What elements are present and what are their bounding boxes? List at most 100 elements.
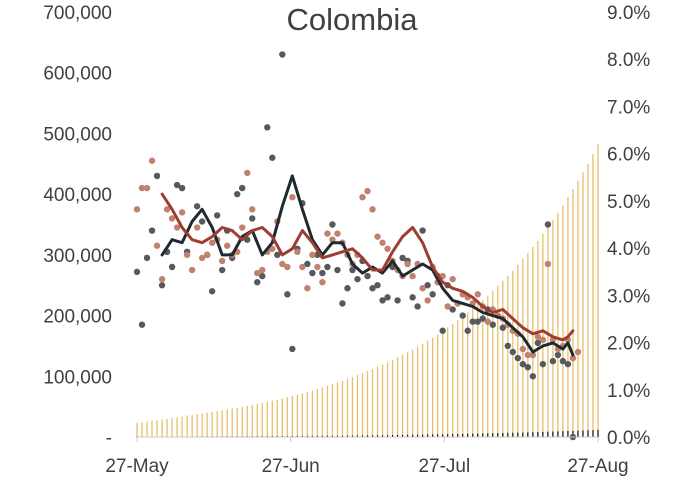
data-point bbox=[153, 172, 161, 180]
data-point bbox=[544, 260, 552, 268]
data-point bbox=[218, 266, 226, 274]
data-point bbox=[178, 184, 186, 192]
right-tick-label: 9.0% bbox=[607, 3, 650, 24]
data-point bbox=[264, 124, 271, 131]
data-point bbox=[364, 187, 371, 195]
data-point bbox=[549, 357, 557, 365]
left-axis-ticks: - 100,000 200,000 300,000 400,000 500,000 600,… bbox=[43, 3, 112, 449]
data-point bbox=[223, 242, 231, 249]
data-point bbox=[289, 193, 296, 201]
data-point bbox=[269, 245, 276, 252]
data-point bbox=[534, 333, 542, 341]
data-point bbox=[173, 224, 181, 231]
left-tick-label: 600,000 bbox=[43, 64, 112, 85]
x-tick-label: 27-Jun bbox=[262, 456, 320, 477]
data-point bbox=[208, 239, 216, 246]
data-point bbox=[374, 233, 381, 240]
data-point bbox=[203, 251, 211, 259]
data-point bbox=[274, 251, 281, 259]
data-point bbox=[339, 300, 346, 307]
data-point bbox=[419, 285, 426, 292]
data-point bbox=[314, 263, 321, 271]
data-point bbox=[133, 268, 141, 276]
data-point bbox=[193, 203, 201, 210]
x-tick-label: 27-Aug bbox=[567, 456, 628, 477]
data-point bbox=[198, 218, 206, 225]
data-point bbox=[489, 321, 496, 328]
x-axis-ticks: 27-May 27-Jun 27-Jul 27-Aug bbox=[105, 437, 629, 477]
data-point bbox=[309, 269, 316, 277]
data-point bbox=[424, 297, 431, 304]
data-point bbox=[524, 363, 532, 371]
data-point bbox=[349, 266, 356, 274]
data-point bbox=[334, 266, 341, 274]
data-point bbox=[539, 336, 547, 344]
data-point bbox=[514, 354, 522, 362]
data-point bbox=[319, 269, 326, 277]
data-point bbox=[534, 339, 542, 347]
data-point bbox=[173, 181, 181, 189]
data-point bbox=[574, 348, 582, 356]
data-point bbox=[163, 206, 171, 213]
data-point bbox=[239, 184, 246, 192]
data-point bbox=[384, 245, 391, 252]
data-point bbox=[213, 212, 221, 219]
data-point bbox=[178, 209, 186, 216]
x-tick-label: 27-May bbox=[105, 456, 169, 477]
right-tick-label: 8.0% bbox=[607, 50, 650, 71]
data-point bbox=[419, 227, 426, 234]
data-point bbox=[524, 351, 532, 359]
data-point bbox=[324, 230, 331, 237]
right-tick-label: 6.0% bbox=[607, 145, 650, 166]
data-point bbox=[539, 360, 547, 368]
data-point bbox=[133, 206, 141, 213]
left-tick-label: 200,000 bbox=[43, 307, 112, 328]
data-point bbox=[143, 184, 151, 192]
data-point bbox=[153, 242, 161, 249]
data-point bbox=[444, 303, 451, 310]
data-point bbox=[324, 263, 331, 271]
data-point bbox=[499, 324, 506, 331]
right-axis-ticks: 0.0% 1.0% 2.0% 3.0% 4.0% 5.0% 6.0% 7.0% 8.0% 9.0% bbox=[607, 3, 650, 449]
data-point bbox=[379, 297, 386, 304]
left-tick-label: 100,000 bbox=[43, 367, 112, 388]
data-point bbox=[449, 275, 456, 283]
data-point bbox=[474, 318, 481, 325]
data-point bbox=[379, 239, 386, 246]
data-point bbox=[409, 294, 416, 301]
data-point bbox=[364, 272, 371, 280]
data-point bbox=[319, 278, 326, 286]
data-point bbox=[193, 224, 201, 231]
right-tick-label: 4.0% bbox=[607, 239, 650, 260]
left-tick-label: 700,000 bbox=[43, 3, 112, 24]
data-point bbox=[249, 206, 256, 213]
data-point bbox=[249, 215, 256, 222]
data-point bbox=[254, 269, 261, 277]
data-point bbox=[304, 285, 311, 292]
data-point bbox=[354, 275, 361, 283]
data-point bbox=[369, 206, 376, 213]
data-point bbox=[569, 354, 577, 362]
data-point bbox=[208, 288, 216, 295]
right-tick-label: 3.0% bbox=[607, 286, 650, 307]
data-point bbox=[529, 351, 537, 359]
data-point bbox=[544, 221, 552, 228]
data-point bbox=[284, 291, 291, 298]
line-series bbox=[160, 174, 575, 357]
left-tick-label: 400,000 bbox=[43, 185, 112, 206]
data-point bbox=[474, 291, 481, 298]
data-point bbox=[309, 251, 316, 259]
data-point bbox=[429, 291, 436, 298]
data-point bbox=[519, 360, 527, 368]
data-point bbox=[504, 342, 512, 350]
data-point bbox=[564, 360, 572, 368]
data-point bbox=[394, 297, 401, 304]
data-point bbox=[269, 154, 276, 161]
series-line bbox=[160, 192, 575, 342]
data-point bbox=[183, 251, 191, 259]
data-point bbox=[334, 230, 341, 237]
data-point bbox=[484, 318, 491, 325]
data-point bbox=[158, 282, 166, 289]
data-point bbox=[188, 266, 196, 274]
